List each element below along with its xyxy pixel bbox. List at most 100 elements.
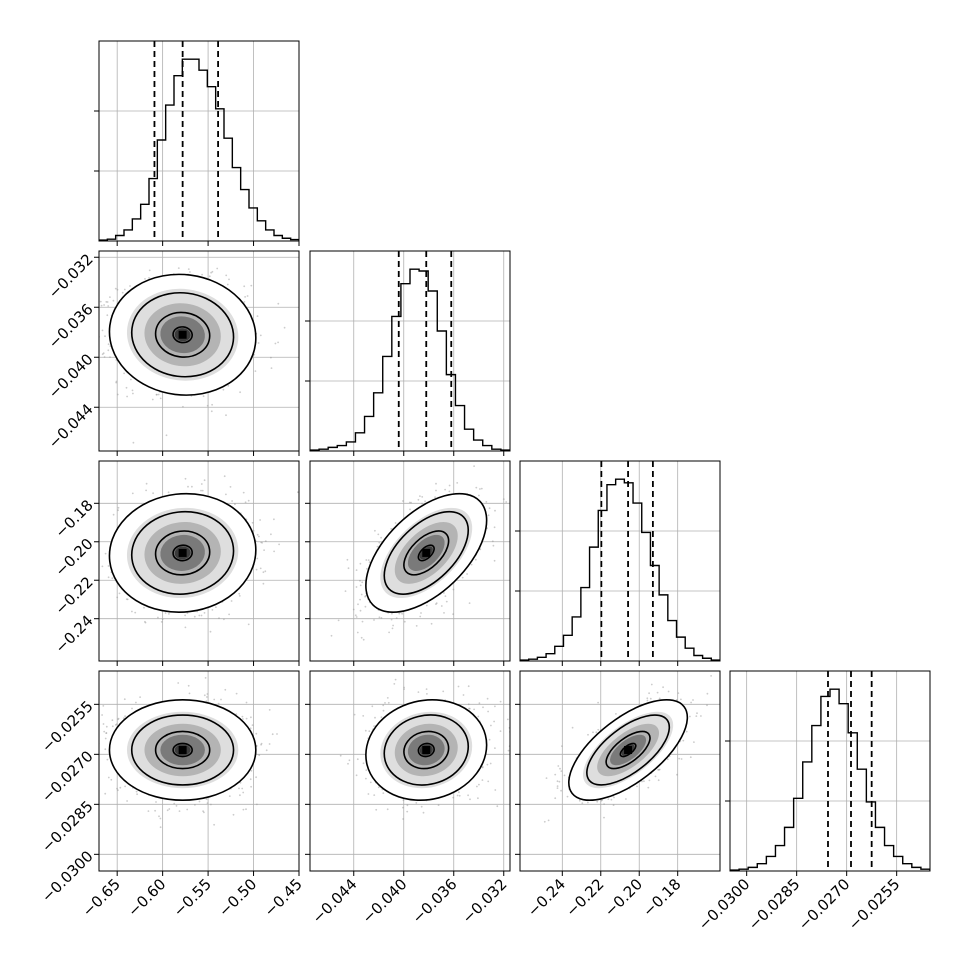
sample-point <box>184 477 187 480</box>
sample-point <box>359 562 362 565</box>
density-contour <box>365 492 488 613</box>
histogram-step <box>520 478 720 661</box>
sample-point <box>239 391 242 394</box>
sample-point <box>201 273 204 276</box>
sample-point <box>355 569 358 571</box>
sample-point <box>251 521 254 524</box>
sample-point <box>360 636 363 639</box>
sample-point <box>86 562 88 564</box>
sample-point <box>168 613 170 615</box>
sample-point <box>154 809 157 812</box>
panel-frame <box>98 460 300 662</box>
sample-point <box>231 500 234 502</box>
sample-point <box>200 614 203 617</box>
sample-point <box>461 576 464 579</box>
sample-point <box>125 386 128 389</box>
sample-point <box>191 485 193 488</box>
sample-point <box>123 288 126 291</box>
sample-point <box>177 682 180 684</box>
panel-plot-area <box>520 461 720 661</box>
sample-point <box>417 498 420 501</box>
sample-point <box>136 793 139 796</box>
sample-point <box>131 389 134 392</box>
sample-point <box>117 789 119 792</box>
sample-point <box>211 403 214 406</box>
sample-point <box>53 316 55 318</box>
density-panel-2-1 <box>305 460 513 666</box>
sample-point <box>419 615 422 618</box>
sample-point <box>270 356 272 359</box>
sample-point <box>250 716 252 719</box>
y-tick-label: −0.20 <box>51 535 96 580</box>
sample-point <box>211 270 214 273</box>
sample-point <box>222 388 225 391</box>
sample-point <box>390 618 393 621</box>
sample-point <box>241 787 244 790</box>
sample-point <box>96 600 98 602</box>
sample-point <box>252 530 255 532</box>
sample-point <box>110 778 113 781</box>
sample-point <box>359 584 362 587</box>
sample-point <box>244 501 247 504</box>
sample-point <box>107 305 110 307</box>
sample-point <box>511 498 513 500</box>
sample-point <box>106 314 109 317</box>
panel-frame <box>98 250 300 452</box>
histogram-panel-2 <box>515 460 721 666</box>
sample-point <box>131 707 133 710</box>
sample-point <box>144 278 146 280</box>
sample-point <box>242 491 245 494</box>
sample-point <box>203 612 206 614</box>
sample-point <box>101 353 104 356</box>
sample-point <box>111 577 114 580</box>
sample-point <box>373 619 375 621</box>
sample-point <box>365 559 368 561</box>
sample-point <box>337 619 340 622</box>
sample-point <box>487 514 490 517</box>
density-panel-1-0: −0.044−0.040−0.036−0.032 <box>45 250 300 456</box>
sample-point <box>106 301 109 303</box>
sample-point <box>101 565 104 568</box>
sample-point <box>430 622 433 625</box>
sample-point <box>116 393 119 396</box>
y-tick-label: −0.032 <box>45 250 97 302</box>
sample-point <box>354 614 357 617</box>
sample-point <box>256 557 259 560</box>
sample-point <box>203 694 206 697</box>
sample-point <box>213 698 216 701</box>
sample-point <box>121 291 124 294</box>
sample-point <box>102 705 105 707</box>
sample-point <box>193 615 196 618</box>
sample-point <box>230 600 233 602</box>
sample-point <box>216 267 219 270</box>
sample-point <box>239 794 241 797</box>
panel-frame <box>98 40 300 242</box>
sample-point <box>259 519 261 521</box>
sample-point <box>227 384 230 387</box>
sample-point <box>131 610 133 613</box>
sample-point <box>448 490 451 493</box>
sample-point <box>277 302 280 305</box>
sample-point <box>157 616 159 619</box>
sample-point <box>378 616 381 619</box>
sample-point <box>245 808 247 811</box>
sample-point <box>435 602 438 605</box>
sample-point <box>403 620 406 623</box>
sample-point <box>130 378 132 381</box>
sample-point <box>250 284 253 287</box>
sample-point <box>210 271 213 274</box>
panel-frame <box>309 460 511 662</box>
sample-point <box>232 813 235 816</box>
density-contour <box>403 530 450 576</box>
sample-point <box>435 489 437 492</box>
sample-point <box>493 526 496 529</box>
sample-point <box>410 501 412 504</box>
sample-point <box>114 287 117 290</box>
sample-point <box>144 620 146 623</box>
sample-point <box>97 334 99 336</box>
panel-frame <box>519 460 721 662</box>
sample-point <box>330 634 333 637</box>
sample-point <box>202 395 205 398</box>
sample-point <box>226 283 229 286</box>
density-peak <box>178 330 187 339</box>
